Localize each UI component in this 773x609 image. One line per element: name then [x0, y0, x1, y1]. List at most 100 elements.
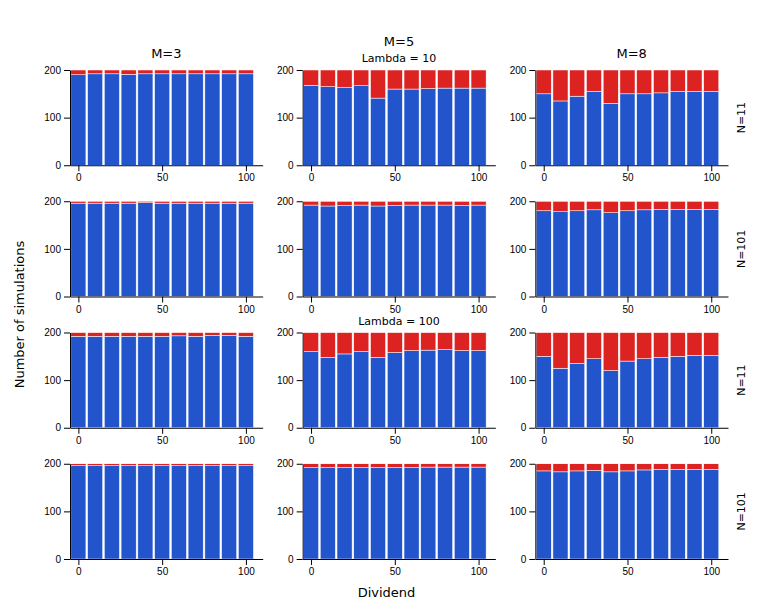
tick-label: 0 — [76, 566, 82, 577]
tick-label: 0 — [521, 554, 527, 565]
bar — [354, 464, 369, 468]
tick-mark — [479, 428, 480, 434]
bar — [670, 464, 685, 470]
bar — [586, 464, 601, 471]
bar — [138, 203, 153, 297]
tick-label: 0 — [76, 172, 82, 183]
tick-label: 0 — [521, 422, 527, 433]
bar — [222, 203, 237, 296]
tick-label: 50 — [157, 304, 169, 315]
tick: 200 — [277, 327, 303, 338]
bar — [471, 467, 486, 559]
bar — [570, 471, 585, 559]
bar — [586, 333, 601, 359]
series — [536, 91, 719, 165]
bar — [238, 74, 253, 165]
bar — [188, 336, 203, 427]
tick-label: 100 — [471, 172, 488, 183]
bar — [603, 472, 618, 559]
bar — [121, 466, 136, 559]
bar — [104, 203, 119, 296]
tick-label: 200 — [44, 458, 61, 469]
bar — [670, 333, 685, 357]
tick-mark — [311, 428, 312, 434]
tick-mark — [311, 297, 312, 303]
bars — [304, 333, 487, 428]
y-axis: 0100200 — [44, 196, 70, 302]
tick-mark — [162, 297, 163, 303]
bar — [71, 203, 86, 296]
bar — [304, 352, 319, 428]
bar — [421, 467, 436, 559]
bar — [188, 74, 203, 165]
panel: 0501000100200 — [44, 458, 263, 577]
bar — [404, 464, 419, 468]
subtitle: Lambda = 100 — [358, 315, 440, 328]
axis-line — [70, 202, 71, 297]
bars — [536, 201, 719, 296]
tick-label: 200 — [277, 65, 294, 76]
bar — [188, 333, 203, 337]
bar — [454, 88, 469, 165]
bar — [354, 333, 369, 352]
bar — [570, 464, 585, 471]
bar — [603, 201, 618, 212]
bars — [536, 464, 719, 559]
bar — [104, 336, 119, 427]
series — [71, 466, 254, 559]
bar — [138, 466, 153, 559]
tick: 50 — [157, 297, 169, 315]
tick-label: 0 — [521, 160, 527, 171]
tick-mark — [529, 428, 535, 429]
x-axis: 050100 — [303, 428, 496, 446]
bar — [205, 74, 220, 165]
bar — [205, 333, 220, 336]
x-axis: 050100 — [71, 428, 264, 446]
tick-label: 0 — [309, 304, 315, 315]
axis-line — [70, 464, 71, 559]
tick: 0 — [309, 559, 315, 577]
bar — [670, 469, 685, 559]
axis-line — [71, 559, 264, 560]
tick-mark — [529, 249, 535, 250]
axis-line — [535, 464, 536, 559]
tick: 100 — [44, 244, 70, 255]
tick: 50 — [622, 297, 634, 315]
row-label: N=101 — [735, 230, 748, 268]
tick: 50 — [157, 559, 169, 577]
tick-label: 0 — [288, 422, 294, 433]
bar — [188, 203, 203, 296]
y-axis: 0100200 — [510, 458, 536, 564]
tick: 100 — [510, 375, 536, 386]
bar — [121, 464, 136, 466]
tick-mark — [64, 559, 70, 560]
axis-line — [535, 202, 536, 297]
tick: 0 — [55, 554, 70, 565]
bar — [454, 206, 469, 297]
bar — [603, 103, 618, 165]
row-label: N=101 — [735, 492, 748, 530]
bar — [205, 70, 220, 74]
tick-label: 200 — [510, 327, 527, 338]
tick: 0 — [55, 291, 70, 302]
bar — [171, 464, 186, 466]
tick: 0 — [521, 160, 536, 171]
chart: 0501000100200M=30501000100200M=5Lambda =… — [0, 0, 773, 609]
tick-label: 100 — [44, 506, 61, 517]
bar — [222, 74, 237, 165]
bar — [670, 356, 685, 427]
axis-line — [71, 297, 264, 298]
tick-label: 100 — [510, 506, 527, 517]
tick-label: 0 — [288, 160, 294, 171]
tick-label: 50 — [390, 435, 402, 446]
bar — [88, 336, 103, 427]
bars — [536, 70, 719, 165]
tick-mark — [479, 165, 480, 171]
x-axis: 050100 — [303, 165, 496, 183]
tick: 200 — [510, 327, 536, 338]
tick-label: 100 — [44, 244, 61, 255]
tick-mark — [297, 428, 303, 429]
bar — [404, 468, 419, 559]
tick: 200 — [44, 458, 70, 469]
bar — [687, 70, 702, 91]
